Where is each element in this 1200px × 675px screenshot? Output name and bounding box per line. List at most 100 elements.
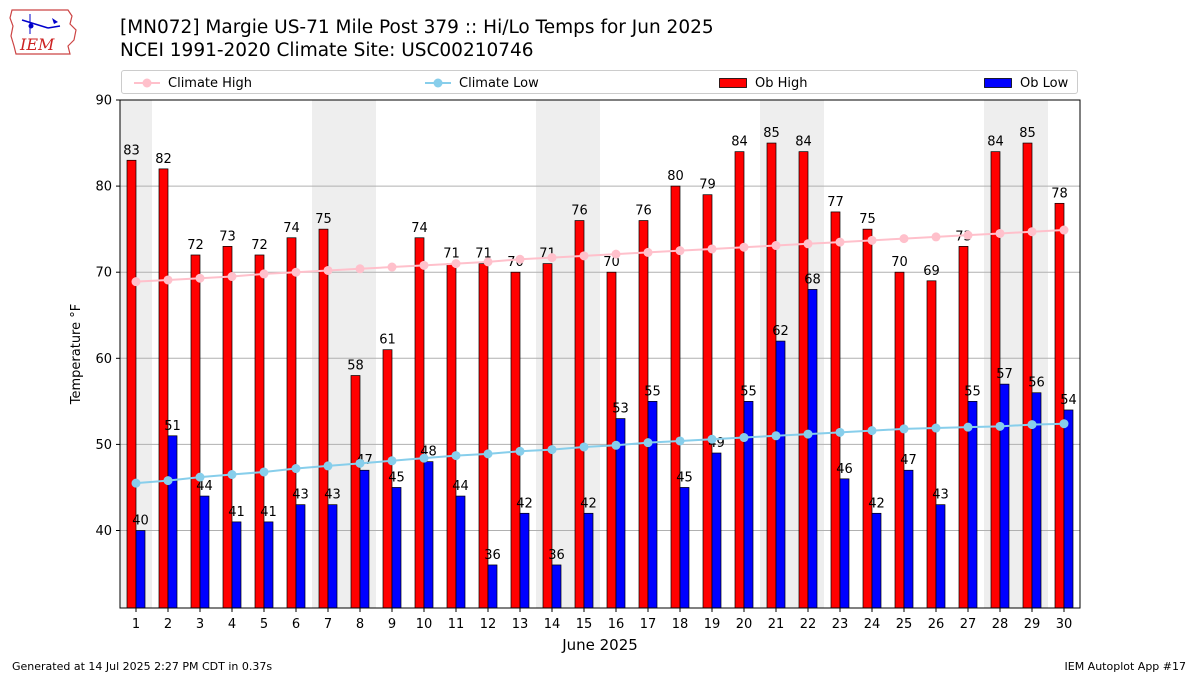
x-tick-label-23: 23 — [832, 617, 849, 632]
ob-high-bar-19 — [702, 194, 713, 609]
ob-high-label-17: 76 — [635, 204, 652, 219]
iowa-map-icon: IEM — [9, 9, 77, 55]
ob-low-bar-30 — [1063, 409, 1074, 609]
climate-high-point-5 — [259, 269, 269, 279]
climate-high-point-3 — [195, 273, 205, 283]
app-id-label: IEM Autoplot App #17 — [1064, 660, 1187, 673]
ob-low-bar-27 — [967, 401, 978, 609]
climate-low-point-24 — [867, 426, 877, 436]
ob-low-bar-13 — [519, 512, 530, 609]
ob-low-bar-11 — [455, 495, 466, 609]
legend-item-climate-low: Climate Low — [425, 74, 539, 92]
climate-low-point-14 — [547, 445, 557, 455]
ob-low-label-7: 43 — [324, 488, 341, 503]
x-tick-label-8: 8 — [356, 617, 364, 632]
ob-high-bar-8 — [350, 375, 361, 609]
climate-high-point-9 — [387, 262, 397, 272]
climate-low-point-20 — [739, 433, 749, 443]
climate-high-point-20 — [739, 242, 749, 252]
x-tick-label-6: 6 — [292, 617, 300, 632]
ob-low-bar-20 — [743, 401, 754, 609]
climate-high-point-12 — [483, 257, 493, 267]
x-tick-label-25: 25 — [896, 617, 913, 632]
x-tick-label-7: 7 — [324, 617, 332, 632]
ob-low-label-21: 62 — [772, 324, 789, 339]
climate-high-point-18 — [675, 246, 685, 256]
ob-high-label-28: 84 — [987, 135, 1004, 150]
ob-low-bar-18 — [679, 487, 690, 609]
x-tick-label-28: 28 — [992, 617, 1009, 632]
climate-high-point-2 — [163, 275, 173, 285]
ob-low-label-9: 45 — [388, 470, 405, 485]
climate-low-point-10 — [419, 453, 429, 463]
ob-low-label-23: 46 — [836, 462, 853, 477]
x-tick-label-15: 15 — [576, 617, 593, 632]
ob-low-bar-14 — [551, 564, 562, 609]
ob-high-label-15: 76 — [571, 204, 588, 219]
chart-title: [MN072] Margie US-71 Mile Post 379 :: Hi… — [120, 17, 714, 38]
ob-low-bar-3 — [199, 495, 210, 609]
ob-low-label-20: 55 — [740, 384, 757, 399]
ob-high-label-10: 74 — [411, 221, 428, 236]
climate-low-point-28 — [995, 421, 1005, 431]
ob-high-label-25: 70 — [891, 255, 908, 270]
climate-low-point-30 — [1059, 419, 1069, 429]
x-tick-label-1: 1 — [132, 617, 140, 632]
ob-low-label-5: 41 — [260, 505, 277, 520]
ob-high-bar-11 — [446, 263, 457, 609]
legend-label-climate-low: Climate Low — [459, 75, 539, 91]
y-tick-label-40: 40 — [95, 524, 112, 539]
ob-low-label-12: 36 — [484, 548, 501, 563]
ob-high-label-6: 74 — [283, 221, 300, 236]
ob-low-bar-15 — [583, 512, 594, 609]
climate-high-point-17 — [643, 247, 653, 257]
y-tick-label-50: 50 — [95, 438, 112, 453]
ob-low-label-15: 42 — [580, 496, 597, 511]
x-tick-label-2: 2 — [164, 617, 172, 632]
x-tick-label-3: 3 — [196, 617, 204, 632]
ob-high-bar-26 — [926, 280, 937, 609]
y-tick-label-90: 90 — [95, 94, 112, 109]
ob-low-bar-17 — [647, 401, 658, 609]
climate-low-point-26 — [931, 423, 941, 433]
ob-high-label-19: 79 — [699, 178, 716, 193]
ob-high-label-4: 73 — [219, 229, 236, 244]
legend-item-climate-high: Climate High — [134, 74, 252, 92]
climate-low-point-17 — [643, 438, 653, 448]
ob-high-bar-23 — [830, 211, 841, 609]
climate-high-point-26 — [931, 232, 941, 242]
ob-high-label-11: 71 — [443, 247, 460, 262]
climate-low-point-25 — [899, 424, 909, 434]
y-tick-label-70: 70 — [95, 266, 112, 281]
ob-low-bar-4 — [231, 521, 242, 609]
ob-low-bar-28 — [999, 383, 1010, 609]
x-tick-label-19: 19 — [704, 617, 721, 632]
x-tick-label-14: 14 — [544, 617, 561, 632]
ob-low-label-17: 55 — [644, 384, 661, 399]
ob-low-label-30: 54 — [1060, 393, 1077, 408]
ob-high-label-18: 80 — [667, 169, 684, 184]
ob-high-label-5: 72 — [251, 238, 268, 253]
climate-low-point-18 — [675, 436, 685, 446]
climate-high-point-24 — [867, 235, 877, 245]
ob-high-bar-3 — [190, 254, 201, 609]
climate-high-point-8 — [355, 264, 365, 274]
climate-high-point-14 — [547, 253, 557, 263]
climate-high-point-27 — [963, 230, 973, 240]
plot-frame — [119, 99, 1081, 609]
climate-low-point-27 — [963, 422, 973, 432]
ob-high-label-29: 85 — [1019, 126, 1036, 141]
ob-low-label-11: 44 — [452, 479, 469, 494]
ob-low-bar-22 — [807, 289, 818, 609]
x-tick-label-29: 29 — [1024, 617, 1041, 632]
climate-high-point-28 — [995, 228, 1005, 238]
ob-low-label-1: 40 — [132, 514, 149, 529]
ob-high-label-24: 75 — [859, 212, 876, 227]
ob-low-label-18: 45 — [676, 470, 693, 485]
ob-high-label-22: 84 — [795, 135, 812, 150]
ob-low-label-4: 41 — [228, 505, 245, 520]
ob-high-bar-2 — [158, 168, 169, 609]
ob-low-bar-2 — [167, 435, 178, 609]
climate-low-point-15 — [579, 442, 589, 452]
y-axis-label: Temperature °F — [69, 304, 84, 405]
